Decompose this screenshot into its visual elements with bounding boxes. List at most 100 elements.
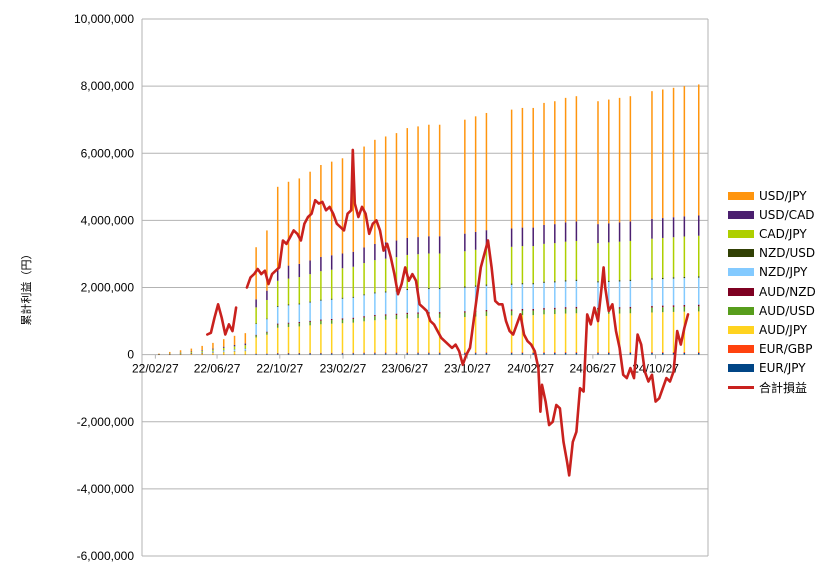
bar-segment-cad-jpy	[255, 307, 257, 324]
bar-segment-nzd-jpy	[485, 285, 488, 310]
bar-segment-usd-cad	[662, 218, 664, 238]
legend-label: USD/CAD	[759, 207, 815, 222]
bar-segment-usd-jpy	[244, 333, 247, 344]
y-tick-label: 10,000,000	[74, 12, 134, 26]
bar-segment-usd-cad	[597, 224, 599, 244]
bar-segment-eur-gbp	[395, 352, 398, 354]
y-tick-label: -6,000,000	[77, 549, 135, 563]
bar-segment-usd-cad	[474, 231, 477, 250]
bar-segment-aud-usd	[543, 309, 545, 315]
bar-segment-eur-jpy	[309, 353, 311, 355]
legend-label: AUD/NZD	[759, 284, 816, 299]
bar-segment-usd-cad	[309, 260, 311, 275]
bar-segment-aud-usd	[575, 308, 578, 314]
bar-segment-usd-cad	[352, 251, 355, 267]
bar-segment-usd-cad	[320, 256, 322, 272]
bar-segment-usd-cad	[485, 230, 488, 249]
bar-segment-aud-jpy	[554, 314, 556, 353]
bar-segment-eur-gbp	[384, 352, 387, 354]
bar-segment-aud-nzd	[618, 307, 621, 309]
bar-segment-cad-jpy	[618, 241, 621, 281]
bar-segment-eur-gbp	[374, 352, 376, 354]
legend-swatch	[728, 364, 754, 373]
bar-segment-nzd-jpy	[532, 284, 534, 309]
bar-segment-cad-jpy	[330, 269, 333, 299]
bar-segment-nzd-jpy	[266, 319, 268, 332]
bar-segment-eur-gbp	[543, 352, 545, 354]
legend-label: NZD/USD	[759, 246, 816, 261]
bar-segment-aud-nzd	[485, 309, 488, 312]
bar-segment-eur-gbp	[341, 352, 344, 354]
bar-segment-aud-nzd	[532, 308, 534, 311]
bar-segment-aud-usd	[464, 312, 466, 318]
bar-segment-nzd-jpy	[597, 282, 599, 308]
bar-segment-aud-nzd	[564, 307, 567, 309]
bar-segment-usd-cad	[464, 233, 466, 252]
bar-segment-eur-jpy	[255, 353, 257, 355]
bar-segment-eur-jpy	[341, 353, 344, 355]
x-tick-label: 22/02/27	[132, 362, 179, 376]
bar-segment-nzd-jpy	[341, 298, 344, 319]
bar-segment-cad-jpy	[374, 260, 376, 293]
bar-segment-cad-jpy	[222, 347, 225, 351]
bar-segment-usd-cad	[672, 217, 675, 238]
x-tick-label: 24/06/27	[569, 362, 616, 376]
bar-segment-aud-jpy	[363, 321, 365, 353]
bar-segment-aud-jpy	[201, 353, 203, 355]
bar-segment-aud-nzd	[683, 304, 686, 307]
bar-segment-usd-cad	[428, 236, 430, 254]
bar-segment-usd-cad	[417, 237, 419, 255]
bar-segment-eur-jpy	[320, 353, 322, 355]
bar-segment-eur-gbp	[428, 352, 430, 354]
bar-segment-usd-cad	[608, 223, 610, 243]
bar-segment-aud-jpy	[485, 315, 488, 353]
bar-segment-nzd-jpy	[406, 290, 409, 313]
bar-segment-eur-gbp	[474, 352, 477, 354]
bar-segment-cad-jpy	[417, 254, 419, 289]
bar-segment-nzd-usd	[276, 305, 279, 307]
legend-item: NZD/USD	[728, 244, 832, 263]
bar-segment-aud-usd	[697, 306, 700, 312]
bar-segment-aud-jpy	[179, 353, 182, 355]
bar-segment-usd-jpy	[363, 146, 365, 248]
bar-segment-aud-jpy	[190, 353, 193, 355]
x-tick-label: 23/06/27	[381, 362, 428, 376]
bar-segment-nzd-jpy	[287, 305, 290, 323]
bar-segment-aud-usd	[417, 313, 419, 319]
bar-segment-eur-jpy	[417, 353, 419, 355]
bar-segment-aud-nzd	[554, 307, 556, 310]
bar-segment-aud-jpy	[341, 323, 344, 353]
legend-swatch	[728, 345, 754, 354]
y-tick-label: -2,000,000	[77, 415, 135, 429]
bar-segment-usd-jpy	[554, 101, 556, 225]
bar-segment-eur-jpy	[521, 353, 524, 355]
bar-segment-eur-gbp	[564, 352, 567, 354]
stacked-bars	[158, 84, 700, 355]
bar-segment-usd-jpy	[341, 158, 344, 254]
bar-segment-usd-jpy	[672, 87, 675, 218]
bar-segment-eur-gbp	[697, 351, 700, 353]
bar-segment-aud-jpy	[428, 317, 430, 353]
bar-segment-nzd-jpy	[255, 324, 257, 335]
bar-segment-nzd-usd	[384, 291, 387, 293]
bar-segment-aud-nzd	[629, 306, 632, 309]
bar-segment-nzd-jpy	[618, 281, 621, 308]
bar-segment-nzd-jpy	[309, 302, 311, 321]
bar-segment-cad-jpy	[309, 274, 311, 302]
legend-item: EUR/JPY	[728, 359, 832, 378]
bar-segment-usd-jpy	[485, 112, 488, 231]
bar-segment-usd-jpy	[629, 96, 632, 222]
bar-segment-eur-jpy	[564, 353, 567, 355]
bar-segment-usd-jpy	[532, 107, 534, 228]
bar-segment-nzd-usd	[651, 278, 653, 280]
bar-segment-usd-jpy	[406, 128, 409, 238]
bar-segment-aud-jpy	[374, 320, 376, 353]
bar-segment-usd-jpy	[266, 230, 268, 291]
bar-segment-nzd-jpy	[575, 280, 578, 307]
bar-segment-aud-jpy	[697, 311, 700, 352]
y-axis-label: 累計利益（円）	[19, 249, 33, 326]
legend-item: AUD/USD	[728, 301, 832, 320]
legend-item: AUD/NZD	[728, 282, 832, 301]
bar-segment-usd-jpy	[521, 107, 524, 228]
bar-segment-aud-nzd	[597, 307, 599, 310]
